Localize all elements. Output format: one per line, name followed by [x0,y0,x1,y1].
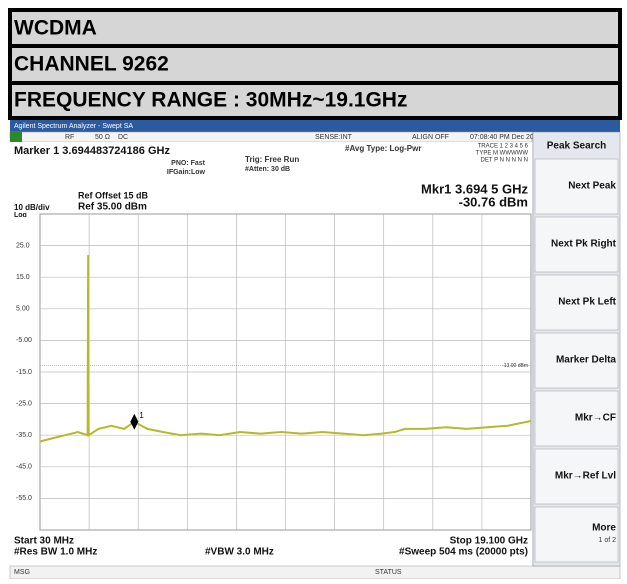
header-row: CHANNEL 9262 [14,53,169,76]
y-tick-label: -45.0 [16,464,32,471]
softkey[interactable] [534,332,619,389]
marker-freq: Marker 1 3.694483724186 GHz [14,145,170,157]
setting: IFGain:Low [167,169,206,176]
header-row: FREQUENCY RANGE : 30MHz~19.1GHz [14,89,407,112]
header-row: WCDMA [14,17,97,40]
y-tick-label: -55.0 [16,495,32,502]
softkey[interactable] [534,216,619,273]
softkey[interactable] [534,390,619,447]
msg: MSG [14,569,30,576]
y-tick-label: 15.0 [16,274,30,281]
display-line-label: -13.00 dBm [502,363,528,369]
y-tick-label: -5.00 [16,337,32,344]
status: STATUS [375,569,402,576]
softkey-label[interactable]: Mkr→CF [575,413,616,424]
y-tick-label: -25.0 [16,400,32,407]
info-area [10,142,532,217]
status-text: SENSE:INT [315,134,353,141]
status-text: DC [118,134,128,141]
softkey-label[interactable]: Mkr→Ref Lvl [555,471,616,482]
softkey[interactable] [534,506,619,563]
footer: #Sweep 504 ms (20000 pts) [399,547,528,558]
softkey-page: 1 of 2 [598,537,616,544]
softkey-label[interactable]: Next Pk Right [551,239,617,250]
setting: Trig: Free Run [245,155,299,164]
marker-readout: Mkr1 3.694 5 GHz [421,181,528,196]
status-text: RF [65,134,74,141]
setting: #Avg Type: Log-Pwr [345,144,421,153]
readout: Ref 35.00 dBm [78,202,147,213]
y-tick-label: 25.0 [16,242,30,249]
header-box [8,8,622,120]
status-icon [10,132,22,142]
marker-readout: -30.76 dBm [459,194,528,209]
title-bar [10,120,620,132]
softkey[interactable] [534,448,619,505]
softkeys: Peak Search Next Peak Next Pk Right Next Pk… [532,131,621,567]
status-text: 07:08:40 PM Dec 20, 2012 [470,134,553,141]
y-tick-label: -15.0 [16,369,32,376]
status-row [9,131,533,143]
status-text: ALIGN OFF [412,134,449,141]
softkey-label[interactable]: More [592,523,616,534]
marker-label: 1 [139,411,144,420]
footer: #Res BW 1.0 MHz [14,547,97,558]
readout: Ref Offset 15 dB [78,190,149,200]
plot: 25.0 15.0 5.00 -5.00 -15.0 -25.0 -35.0 -45.0 -55… [16,214,532,530]
readout: 10 dB/div [14,203,50,212]
readout: Log [14,212,27,219]
setting: #Atten: 30 dB [245,166,290,173]
footer: #VBW 3.0 MHz [205,547,274,558]
status-text: 50 Ω [95,134,110,141]
y-tick-label: 5.00 [16,306,30,313]
setting: PNO: Fast [171,160,206,167]
softkey[interactable] [534,274,619,331]
setting: TRACE 1 2 3 4 5 6 [478,144,529,150]
softkey-label[interactable]: Marker Delta [556,355,616,366]
trace [39,255,532,443]
y-tick-label: -35.0 [16,432,32,439]
softkey-label[interactable]: Next Pk Left [558,297,616,308]
softkey-label[interactable]: Next Peak [568,181,616,192]
softkey-title: Peak Search [547,141,607,152]
setting: TYPE M WWWWW [476,151,529,157]
msg-bar [9,565,621,580]
footer: Start 30 MHz [14,536,74,547]
window-title: Agilent Spectrum Analyzer - Swept SA [14,123,133,130]
footer: Stop 19.100 GHz [450,536,528,547]
setting: DET P N N N N N [481,158,528,164]
softkey[interactable] [534,158,619,215]
marker [130,413,139,430]
